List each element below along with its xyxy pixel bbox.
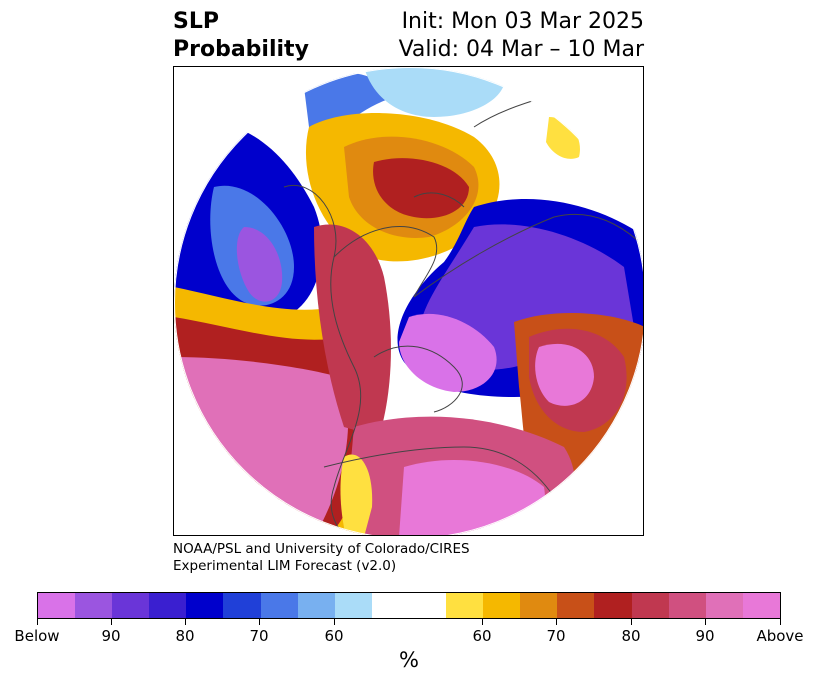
credit-line-1: NOAA/PSL and University of Colorado/CIRE…	[173, 541, 470, 557]
colorbar-tick-label: 70	[546, 627, 566, 645]
colorbar-segment	[334, 593, 372, 618]
colorbar-tick-label: 80	[621, 627, 641, 645]
colorbar-segment	[705, 593, 743, 618]
colorbar-tick	[185, 619, 186, 625]
colorbar-tick-label: 70	[249, 627, 269, 645]
arctic-below-core	[399, 313, 497, 392]
north-america-above	[314, 224, 391, 437]
colorbar-tick	[111, 619, 112, 625]
colorbar-tick	[556, 619, 557, 625]
colorbar-segment	[742, 593, 780, 618]
colorbar-tick	[631, 619, 632, 625]
colorbar-tick	[259, 619, 260, 625]
colorbar-tick-label: Below	[14, 627, 60, 645]
colorbar-segment	[446, 593, 484, 618]
colorbar-segment	[223, 593, 261, 618]
credit-text: NOAA/PSL and University of Colorado/CIRE…	[173, 541, 470, 575]
colorbar-unit: %	[399, 648, 419, 672]
colorbar-tick-label: 60	[472, 627, 492, 645]
pacific-above-core	[174, 357, 349, 535]
colorbar-tick	[705, 619, 706, 625]
colorbar-segment	[112, 593, 150, 618]
forecast-dates: Init: Mon 03 Mar 2025 Valid: 04 Mar – 10…	[399, 8, 644, 64]
colorbar-tick	[482, 619, 483, 625]
title-line-1: SLP	[173, 9, 219, 34]
colorbar-segment	[186, 593, 224, 618]
colorbar-tick-label: 60	[324, 627, 344, 645]
pacific-below-core	[236, 227, 283, 302]
colorbar-segment	[297, 593, 335, 618]
probability-field	[174, 67, 643, 535]
colorbar-tick-label: 90	[695, 627, 715, 645]
colorbar-tick	[780, 619, 781, 625]
credit-line-2: Experimental LIM Forecast (v2.0)	[173, 558, 397, 574]
colorbar-segment	[75, 593, 113, 618]
map-title: SLP Probability	[173, 8, 309, 64]
siberia-above-core	[373, 158, 469, 219]
colorbar-tick	[334, 619, 335, 625]
colorbar-segment	[38, 593, 76, 618]
colorbar-segment	[557, 593, 595, 618]
arctic-light-blue	[364, 67, 506, 117]
colorbar-tick-label: 80	[175, 627, 195, 645]
colorbar-segment	[260, 593, 298, 618]
colorbar-tick-label: Above	[756, 627, 804, 645]
colorbar-segment	[483, 593, 521, 618]
coastlines	[283, 86, 643, 535]
title-line-2: Probability	[173, 37, 309, 62]
colorbar-tick-label: 90	[101, 627, 121, 645]
colorbar	[37, 592, 781, 619]
rockies-yellow	[340, 454, 373, 535]
colorbar-segment	[149, 593, 187, 618]
init-date: Init: Mon 03 Mar 2025	[401, 9, 644, 34]
valid-range: Valid: 04 Mar – 10 Mar	[398, 37, 644, 62]
colorbar-segment	[520, 593, 558, 618]
colorbar-segment	[371, 593, 447, 618]
colorbar-segment	[631, 593, 669, 618]
colorbar-segment	[594, 593, 632, 618]
polar-map	[173, 66, 644, 536]
colorbar-tick	[37, 619, 38, 625]
atlantic-above-core	[535, 343, 594, 406]
colorbar-segment	[668, 593, 706, 618]
